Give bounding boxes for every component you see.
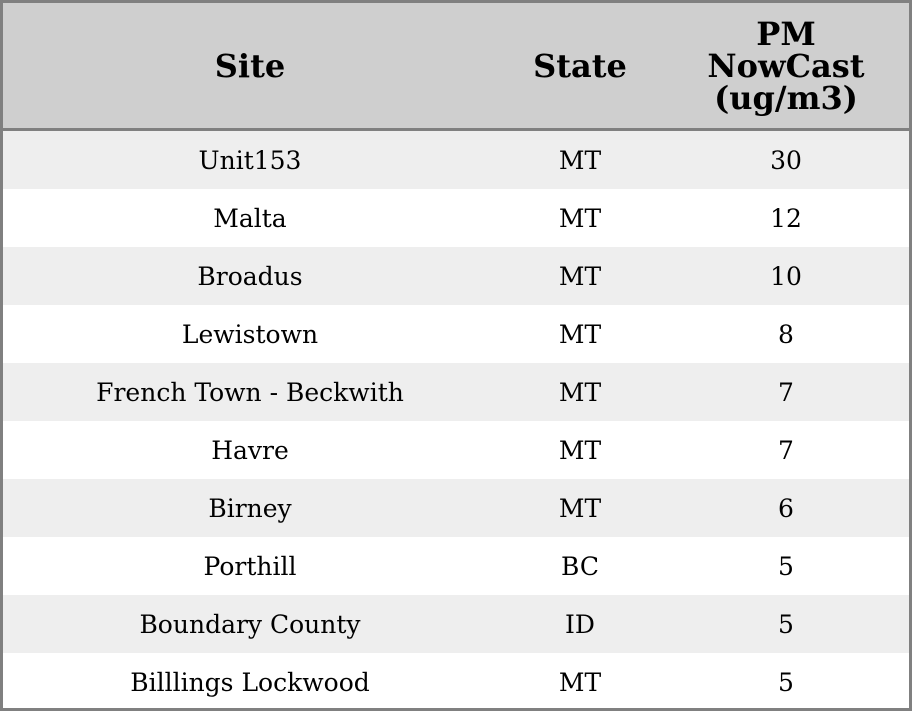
cell-pm: 10	[663, 247, 909, 305]
cell-site: Broadus	[3, 247, 497, 305]
header-state: State	[497, 3, 663, 131]
cell-state: MT	[558, 319, 602, 349]
cell-state: MT	[558, 203, 602, 233]
cell-pm: 5	[663, 595, 909, 653]
cell-state: MT	[497, 129, 663, 189]
cell-pm: 30	[663, 129, 909, 189]
header-pm: PM NowCast (ug/m3)	[663, 3, 909, 131]
table-row: Broadus MT 10	[3, 247, 909, 305]
cell-site: Unit153	[3, 129, 497, 189]
cell-pm: 6	[663, 479, 909, 537]
header-pm-line3: (ug/m3)	[714, 78, 858, 117]
cell-state: ID	[497, 595, 663, 653]
cell-site: French Town - Beckwith	[3, 363, 497, 421]
cell-state: MT	[497, 479, 663, 537]
cell-site: Birney	[3, 479, 497, 537]
table-row: Unit153 MT 30	[3, 129, 909, 189]
cell-pm: 7	[663, 363, 909, 421]
cell-state: BC	[561, 551, 599, 581]
header-state-label: State	[533, 46, 627, 85]
cell-site: Lewistown	[181, 319, 319, 349]
table-row: Malta MT 12	[3, 189, 909, 247]
cell-pm: 8	[778, 319, 794, 349]
header-pm-line2: NowCast	[707, 46, 865, 85]
table-row: Boundary County ID 5	[3, 595, 909, 653]
cell-pm: 5	[778, 667, 794, 697]
table-row: Havre MT 7	[3, 421, 909, 479]
header-site: Site	[3, 3, 497, 131]
table-row: French Town - Beckwith MT 7	[3, 363, 909, 421]
cell-site: Billlings Lockwood	[130, 667, 370, 697]
cell-site: Boundary County	[3, 595, 497, 653]
header-row: Site State PM NowCast (ug/m3)	[3, 3, 909, 131]
data-table: Site State PM NowCast (ug/m3) Unit153 MT 3…	[3, 3, 909, 711]
cell-state: MT	[558, 435, 602, 465]
cell-pm: 5	[778, 551, 794, 581]
table-row: Billlings Lockwood MT 5	[3, 653, 909, 711]
cell-site: Porthill	[203, 551, 297, 581]
cell-state: MT	[558, 667, 602, 697]
table-row: Porthill BC 5	[3, 537, 909, 595]
cell-pm: 7	[778, 435, 794, 465]
table-row: Birney MT 6	[3, 479, 909, 537]
header-site-label: Site	[214, 46, 286, 85]
cell-state: MT	[497, 363, 663, 421]
header-pm-line1: PM	[756, 14, 816, 53]
cell-pm: 12	[770, 203, 802, 233]
table-row: Lewistown MT 8	[3, 305, 909, 363]
cell-site: Malta	[213, 203, 287, 233]
cell-site: Havre	[211, 435, 289, 465]
cell-state: MT	[497, 247, 663, 305]
